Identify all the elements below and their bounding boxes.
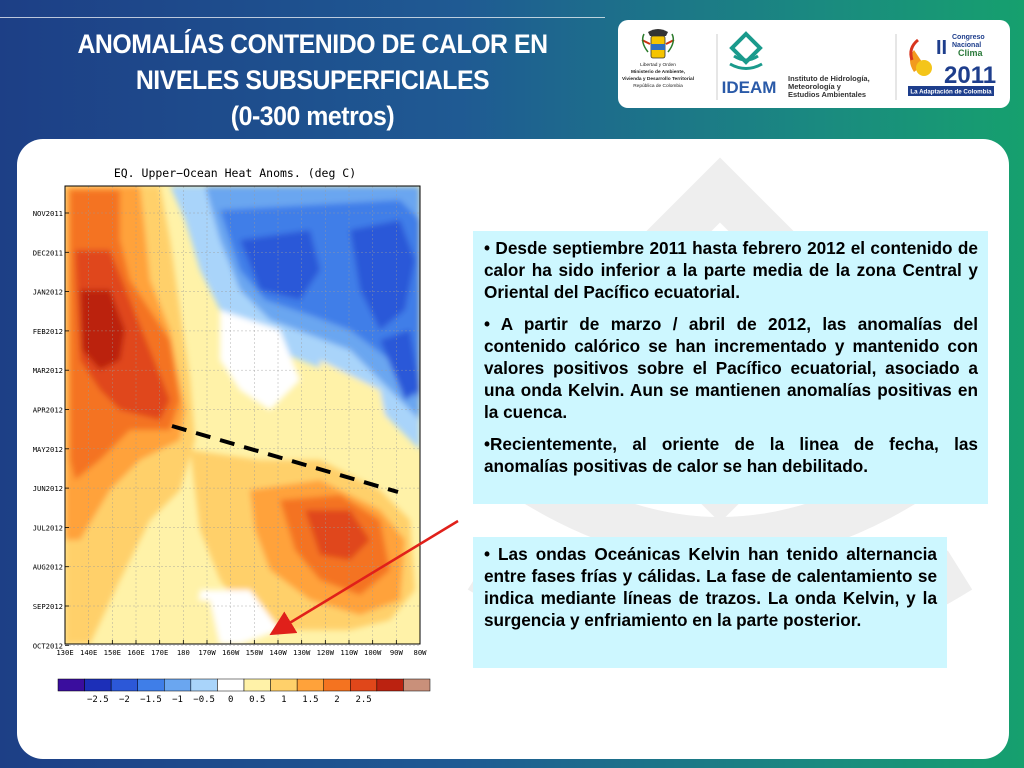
ministry-line-3: Vivienda y Desarrollo Territorial xyxy=(622,76,694,82)
info-box-1-para-1: • Desde septiembre 2011 hasta febrero 20… xyxy=(484,238,978,302)
colorbar-tick-label: −2.5 xyxy=(87,695,109,705)
y-tick-label: OCT2012 xyxy=(33,641,63,650)
colorbar-tick-label: 1 xyxy=(281,695,286,705)
y-axis: NOV2011 DEC2011 JAN2012 FEB2012 MAR2012 APR20… xyxy=(33,209,69,650)
ideam-line-3: Estudios Ambientales xyxy=(788,90,866,99)
x-tick-label: 160E xyxy=(127,648,144,657)
colorbar-tick-label: −1.5 xyxy=(140,695,162,705)
x-tick-label: 120W xyxy=(317,648,335,657)
y-tick-label: SEP2012 xyxy=(33,602,63,611)
x-tick-label: 180 xyxy=(177,648,190,657)
colorbar-tick-label: 0 xyxy=(228,695,233,705)
red-arrow-icon xyxy=(269,519,459,636)
ministry-line-4: República de Colombia xyxy=(633,83,683,89)
info-box-1-para-2: • A partir de marzo / abril de 2012, las… xyxy=(484,314,978,422)
congress-slogan: La Adaptación de Colombia xyxy=(910,89,992,96)
x-tick-label: 130E xyxy=(56,648,73,657)
title-line-1: ANOMALÍAS CONTENIDO DE CALOR EN xyxy=(77,29,548,59)
info-box-1-para-3: •Recientemente, al oriente de la linea d… xyxy=(484,434,978,476)
logos-svg: Libertad y Orden Ministerio de Ambiente,… xyxy=(622,29,996,100)
colorbar-tick-label: −0.5 xyxy=(193,695,215,705)
congress-line-2: Nacional xyxy=(952,42,981,49)
x-tick-label: 150W xyxy=(246,648,264,657)
colorbar-tick-label: −2 xyxy=(119,695,130,705)
x-tick-label: 100W xyxy=(364,648,382,657)
x-axis: 130E 140E 150E 160E 170E 180 170W 160W 150W 140W 1… xyxy=(56,640,427,657)
ideam-line-2: Meteorología y xyxy=(788,82,842,91)
y-tick-label: AUG2012 xyxy=(33,563,63,572)
x-tick-label: 170E xyxy=(151,648,168,657)
coat-of-arms-icon xyxy=(641,29,675,59)
title-line-3: (0-300 metros) xyxy=(230,101,395,131)
y-tick-label: MAY2012 xyxy=(33,445,63,454)
colorbar: −2.5 −2 −1.5 −1 −0.5 0 0.5 1 1.5 2 2.5 xyxy=(57,678,431,705)
colorbar-tick-label: 2.5 xyxy=(355,695,371,705)
y-tick-label: MAR2012 xyxy=(33,366,63,375)
x-tick-label: 170W xyxy=(198,648,216,657)
congress-logo-icon xyxy=(909,38,932,76)
y-tick-label: FEB2012 xyxy=(33,327,63,336)
y-tick-label: JAN2012 xyxy=(33,288,63,297)
logos-banner: Libertad y Orden Ministerio de Ambiente,… xyxy=(618,20,1010,108)
x-tick-label: 140W xyxy=(269,648,287,657)
ideam-line-1: Instituto de Hidrología, xyxy=(788,74,870,83)
colorbar-tick-label: 2 xyxy=(334,695,339,705)
x-tick-label: 90W xyxy=(390,648,404,657)
info-box-2: • Las ondas Oceánicas Kelvin han tenido … xyxy=(473,537,947,668)
congress-numeral: II xyxy=(936,37,947,59)
colorbar-tick-label: 0.5 xyxy=(249,695,265,705)
colorbar-swatch xyxy=(403,678,431,692)
info-box-2-para-1: • Las ondas Oceánicas Kelvin han tenido … xyxy=(484,544,937,630)
title-line-2: NIVELES SUBSUPERFICIALES xyxy=(135,65,490,95)
chart-grid xyxy=(64,186,421,646)
page-title: ANOMALÍAS CONTENIDO DE CALOR EN NIVELES … xyxy=(43,26,581,134)
ministry-line-1: Libertad y Orden xyxy=(640,62,676,68)
chart-svg: EQ. Upper−Ocean Heat Anoms. (deg C) xyxy=(33,166,431,705)
heat-anomaly-chart: EQ. Upper−Ocean Heat Anoms. (deg C) xyxy=(20,160,440,710)
x-tick-label: 80W xyxy=(414,648,428,657)
congress-line-1: Congreso xyxy=(952,34,985,41)
kelvin-wave-dashed-line xyxy=(171,424,399,494)
x-tick-label: 110W xyxy=(340,648,358,657)
congress-year: 2011 xyxy=(944,62,996,89)
congress-line-3: Clima xyxy=(958,48,984,58)
y-tick-label: NOV2011 xyxy=(33,209,63,218)
ideam-name: IDEAM xyxy=(722,78,777,97)
x-tick-label: 150E xyxy=(104,648,121,657)
ministry-line-2: Ministerio de Ambiente, xyxy=(631,69,686,75)
colorbar-tick-label: 1.5 xyxy=(302,695,318,705)
x-tick-label: 140E xyxy=(80,648,97,657)
y-tick-label: APR2012 xyxy=(33,406,63,415)
header-rule xyxy=(0,17,605,18)
ideam-logo-icon xyxy=(729,31,763,70)
y-tick-label: DEC2011 xyxy=(33,248,63,257)
x-tick-label: 160W xyxy=(222,648,240,657)
info-box-1: • Desde septiembre 2011 hasta febrero 20… xyxy=(473,231,988,504)
y-tick-label: JUL2012 xyxy=(33,523,63,532)
y-tick-label: JUN2012 xyxy=(33,484,63,493)
plot-frame xyxy=(64,185,421,645)
chart-title: EQ. Upper−Ocean Heat Anoms. (deg C) xyxy=(114,166,356,180)
colorbar-tick-label: −1 xyxy=(172,695,183,705)
heatmap-field xyxy=(65,186,420,644)
x-tick-label: 130W xyxy=(293,648,311,657)
